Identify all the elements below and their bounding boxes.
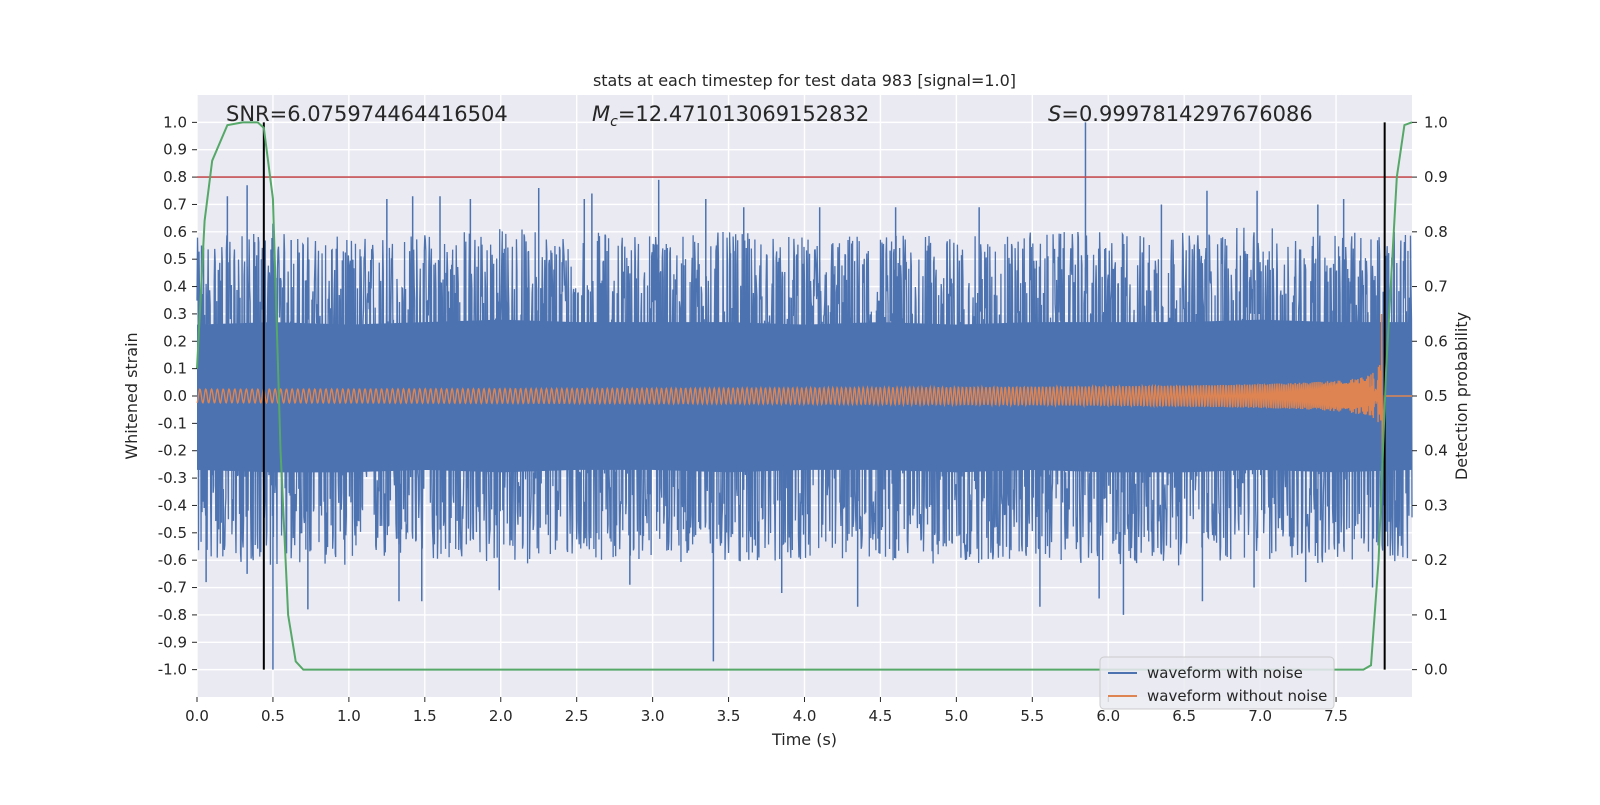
- score-annotation: S=0.9997814297676086: [1048, 102, 1313, 126]
- y2-tick-label: 0.1: [1424, 606, 1448, 624]
- detection-probability-line: [196, 121, 1413, 671]
- y2-tick-label: 0.4: [1424, 442, 1448, 460]
- y-tick-label: -0.8: [158, 606, 187, 624]
- chirp-mass-value: =12.471013069152832: [618, 102, 869, 126]
- clean-waveform-line: [196, 313, 1412, 462]
- chirp-mass-symbol: M: [592, 102, 610, 126]
- x-tick-label: 4.5: [869, 707, 893, 725]
- x-tick-label: 7.0: [1248, 707, 1272, 725]
- y-tick-label: -1.0: [158, 661, 187, 679]
- y-tick-label: -0.4: [158, 496, 187, 514]
- chirp-mass-subscript: c: [610, 114, 618, 130]
- y-tick-label: -0.3: [158, 469, 187, 487]
- axes: 0.0 0.5 1.0 1.5 2.0 2.5 3.0 3.5 4.0 4.5 5.0 5.5 6.0 6…: [158, 113, 1448, 725]
- x-tick-label: 0.0: [185, 707, 209, 725]
- x-tick-label: 1.5: [413, 707, 437, 725]
- y2-tick-label: 0.7: [1424, 278, 1448, 296]
- x-tick-label: 6.5: [1172, 707, 1196, 725]
- y2-tick-label: 0.0: [1424, 661, 1448, 679]
- y-tick-label: -0.5: [158, 524, 187, 542]
- y2-axis-label: Detection probability: [1452, 312, 1471, 480]
- snr-annotation: SNR=6.075974464416504: [226, 102, 508, 126]
- data-layer: [196, 121, 1413, 671]
- x-tick-label: 2.5: [565, 707, 589, 725]
- x-tick-label: 7.5: [1324, 707, 1348, 725]
- x-tick-label: 0.5: [261, 707, 285, 725]
- y2-tick-label: 0.3: [1424, 496, 1448, 514]
- legend-label-noise: waveform with noise: [1147, 664, 1303, 682]
- y-tick-label: 0.3: [163, 305, 187, 323]
- chart-title: stats at each timestep for test data 983…: [593, 71, 1016, 90]
- x-tick-label: 5.0: [944, 707, 968, 725]
- x-tick-label: 3.0: [641, 707, 665, 725]
- y-tick-label: -0.1: [158, 414, 187, 432]
- y-tick-label: 0.2: [163, 332, 187, 350]
- y2-tick-label: 0.2: [1424, 551, 1448, 569]
- x-tick-label: 4.0: [793, 707, 817, 725]
- x-axis-label: Time (s): [771, 730, 837, 749]
- y-tick-label: 0.5: [163, 250, 187, 268]
- y2-tick-label: 0.9: [1424, 168, 1448, 186]
- y-tick-label: -0.2: [158, 442, 187, 460]
- y-tick-label: 0.1: [163, 360, 187, 378]
- score-symbol: S: [1048, 102, 1061, 126]
- y-tick-label: 1.0: [163, 113, 187, 131]
- y2-tick-label: 0.5: [1424, 387, 1448, 405]
- y2-tick-label: 0.8: [1424, 223, 1448, 241]
- legend: waveform with noise waveform without noi…: [1099, 656, 1335, 710]
- score-value: =0.9997814297676086: [1061, 102, 1312, 126]
- y-tick-label: 0.6: [163, 223, 187, 241]
- x-tick-label: 6.0: [1096, 707, 1120, 725]
- y-tick-label: 0.8: [163, 168, 187, 186]
- legend-box: [1099, 656, 1335, 710]
- x-tick-label: 5.5: [1020, 707, 1044, 725]
- y-tick-label: 0.7: [163, 195, 187, 213]
- y-axis-label: Whitened strain: [122, 332, 141, 459]
- x-tick-label: 3.5: [717, 707, 741, 725]
- y-tick-label: 0.4: [163, 278, 187, 296]
- y-tick-label: -0.7: [158, 579, 187, 597]
- x-tick-label: 1.0: [337, 707, 361, 725]
- chirp-mass-annotation: Mc=12.471013069152832: [592, 102, 869, 130]
- y-tick-label: 0.9: [163, 141, 187, 159]
- legend-label-clean: waveform without noise: [1147, 687, 1327, 705]
- noisy-waveform-line: [196, 227, 1413, 566]
- y-tick-label: 0.0: [163, 387, 187, 405]
- y2-tick-label: 1.0: [1424, 113, 1448, 131]
- y-tick-label: -0.6: [158, 551, 187, 569]
- y2-tick-label: 0.6: [1424, 332, 1448, 350]
- x-tick-label: 2.0: [489, 707, 513, 725]
- y-tick-label: -0.9: [158, 633, 187, 651]
